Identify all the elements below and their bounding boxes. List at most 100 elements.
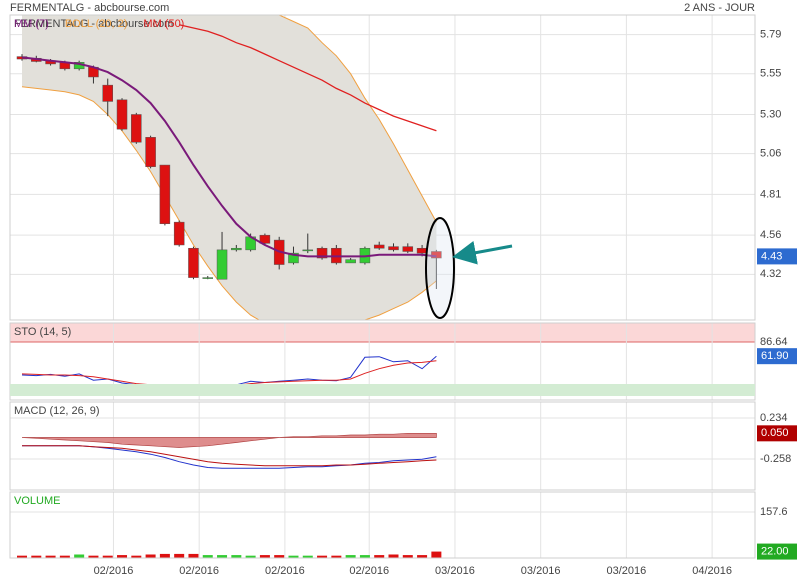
x-tick-label: 04/2016: [692, 565, 732, 577]
volume-bar: [245, 555, 256, 558]
x-tick-label: 03/2016: [435, 565, 475, 577]
last-value-label: 4.43: [761, 250, 782, 262]
panel-title: STO (14, 5): [14, 326, 71, 338]
volume-bar: [402, 555, 413, 558]
volume-bar: [374, 555, 385, 558]
panel: [10, 492, 755, 558]
candle-body: [402, 246, 414, 252]
bollinger-upper: [276, 15, 437, 223]
x-tick-label: 03/2016: [607, 565, 647, 577]
last-value-box: [757, 248, 797, 265]
volume-bar: [131, 555, 142, 558]
moving-average: [179, 24, 437, 132]
macd-line: [22, 445, 437, 469]
volume-bar: [302, 555, 313, 558]
volume-bar: [231, 555, 242, 558]
legend-entry: BOLL (20, 2): [65, 18, 128, 30]
panel-title: MACD (12, 26, 9): [14, 405, 100, 417]
candle-body: [102, 84, 113, 102]
volume-bar: [431, 551, 442, 558]
candle-body: [231, 247, 242, 251]
volume-bar: [17, 555, 28, 558]
legend-entry: MM (7): [14, 18, 49, 30]
x-tick-label: 02/2016: [265, 565, 305, 577]
x-tick-label: 02/2016: [179, 565, 219, 577]
y-tick-label: 4.32: [760, 268, 781, 280]
candle-body: [131, 114, 142, 143]
last-value-label: 22.00: [761, 545, 789, 557]
last-value-box: [757, 348, 797, 365]
candle-body: [202, 277, 214, 279]
candle-body: [159, 164, 171, 225]
volume-bar: [259, 555, 270, 558]
chart-title: FERMENTALG - abcbourse.com: [10, 2, 169, 14]
candle-body: [116, 99, 128, 130]
volume-bar: [388, 554, 399, 558]
candle-body: [416, 247, 428, 254]
bollinger-fill: [22, 15, 437, 320]
volume-bar: [217, 555, 228, 558]
volume-bar: [74, 554, 85, 558]
volume-bar: [345, 555, 356, 558]
volume-bar: [174, 553, 185, 558]
volume-bar: [45, 555, 56, 558]
volume-bar: [331, 555, 342, 558]
panel-frame: [9, 491, 756, 559]
panel-frame: [9, 322, 756, 401]
volume-bar: [417, 555, 428, 558]
volume-bar: [317, 555, 328, 558]
annotation-arrow: [452, 240, 513, 265]
oversold-zone: [10, 384, 755, 396]
panel: [10, 15, 755, 320]
y-tick-label: 157.6: [760, 506, 788, 518]
x-tick-label: 02/2016: [349, 565, 389, 577]
y-tick-label: -0.258: [760, 453, 791, 465]
legend-entry: MM (50): [143, 18, 184, 30]
last-value-box: [757, 425, 797, 442]
candle-body: [302, 249, 314, 252]
candle-body: [431, 251, 442, 259]
x-tick-label: 02/2016: [94, 565, 134, 577]
overbought-zone: [10, 323, 755, 342]
volume-bar: [288, 555, 299, 558]
candle-body: [188, 247, 199, 278]
candle-body: [173, 221, 185, 246]
volume-bar: [88, 555, 99, 558]
y-tick-label: 0.234: [760, 412, 788, 424]
volume-bar: [145, 554, 156, 558]
volume-bar: [117, 555, 128, 558]
candle-body: [345, 259, 356, 264]
bollinger-lower: [21, 86, 437, 320]
candle-body: [259, 234, 271, 244]
moving-average: [21, 56, 437, 258]
candle-body: [216, 249, 228, 280]
volume-bar: [274, 555, 285, 558]
highlight-ellipse: [425, 217, 455, 319]
panel-frame: [9, 14, 756, 321]
y-tick-label: 5.06: [760, 148, 781, 160]
oscillator-line: [21, 360, 437, 388]
macd-line: [22, 445, 437, 467]
x-tick-label: 03/2016: [521, 565, 561, 577]
last-value-label: 0.050: [761, 427, 789, 439]
y-tick-label: 86.64: [760, 336, 788, 348]
volume-bar: [188, 553, 199, 558]
y-tick-label: 4.56: [760, 229, 781, 241]
candle-body: [373, 244, 385, 249]
y-tick-label: 5.55: [760, 68, 781, 80]
volume-bar: [159, 553, 170, 558]
volume-bar: [359, 555, 370, 558]
candle-body: [388, 246, 399, 251]
panel-title: FERMENTALG - abcbourse.com: [14, 18, 173, 30]
candle-body: [316, 247, 328, 259]
y-tick-label: 5.79: [760, 28, 781, 40]
volume-bar: [102, 555, 113, 558]
oscillator-line: [21, 355, 437, 388]
y-tick-label: 5.30: [760, 108, 781, 120]
period-label: 2 ANS - JOUR: [684, 2, 755, 14]
panel-title: VOLUME: [14, 495, 60, 507]
volume-bar: [202, 555, 213, 558]
y-tick-label: 4.81: [760, 188, 781, 200]
volume-bar: [31, 555, 42, 558]
